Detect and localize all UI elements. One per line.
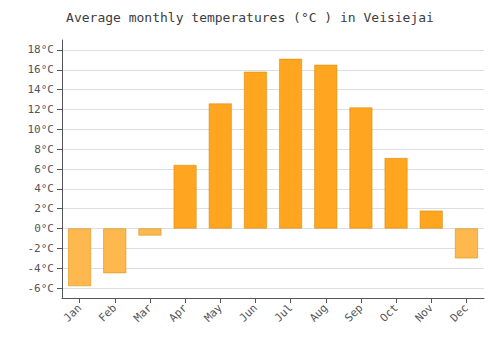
svg-text:Jul: Jul (272, 301, 295, 324)
svg-text:-6°C: -6°C (28, 282, 55, 295)
svg-text:Jan: Jan (61, 301, 84, 324)
svg-text:Nov: Nov (413, 301, 436, 324)
svg-text:4°C: 4°C (34, 182, 54, 195)
svg-text:Apr: Apr (166, 301, 189, 324)
svg-text:-2°C: -2°C (28, 242, 55, 255)
svg-text:8°C: 8°C (34, 143, 54, 156)
svg-text:10°C: 10°C (28, 123, 55, 136)
svg-text:Jun: Jun (237, 301, 260, 324)
svg-text:Sep: Sep (342, 301, 365, 324)
svg-text:Oct: Oct (377, 301, 400, 324)
svg-text:Average monthly temperatures (: Average monthly temperatures (°C ) in Ve… (66, 10, 434, 25)
svg-text:16°C: 16°C (28, 63, 55, 76)
svg-text:6°C: 6°C (34, 163, 54, 176)
svg-text:12°C: 12°C (28, 103, 55, 116)
svg-text:0°C: 0°C (34, 222, 54, 235)
svg-text:Feb: Feb (96, 301, 119, 324)
svg-text:-4°C: -4°C (28, 262, 55, 275)
svg-text:14°C: 14°C (28, 83, 55, 96)
svg-text:Mar: Mar (131, 301, 154, 324)
svg-text:May: May (202, 301, 225, 324)
svg-text:18°C: 18°C (28, 43, 55, 56)
svg-text:Dec: Dec (448, 301, 471, 324)
svg-text:2°C: 2°C (34, 202, 54, 215)
svg-text:Aug: Aug (307, 301, 330, 324)
